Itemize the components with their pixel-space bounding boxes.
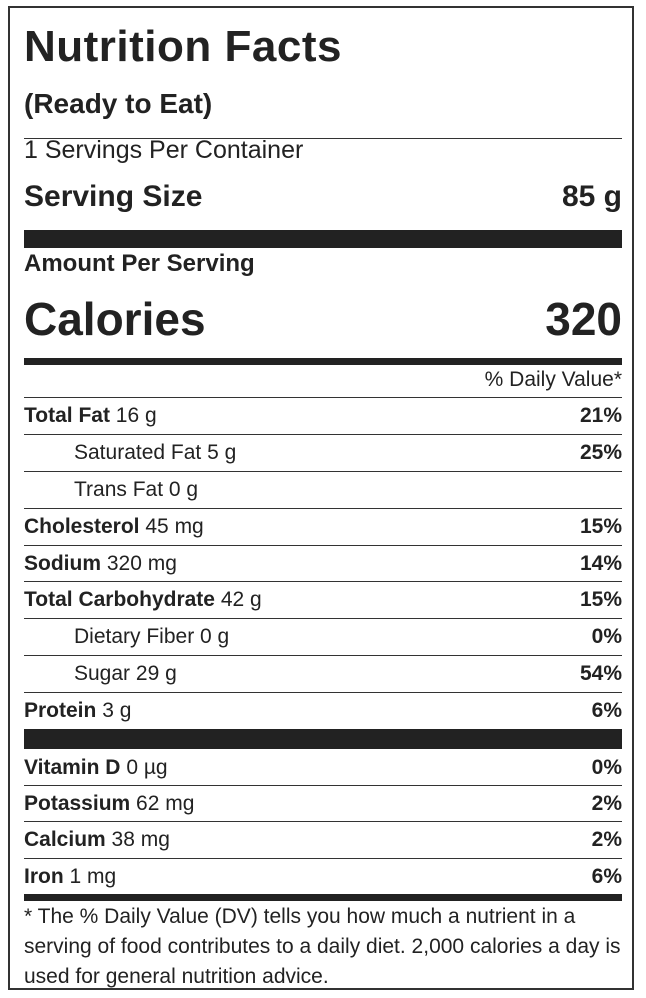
- nutrient-row-sugar: Sugar 29 g 54%: [24, 656, 622, 692]
- amount-per-serving: Amount Per Serving: [24, 250, 255, 277]
- divider: [24, 785, 622, 786]
- nutrient-name: Sodium 320 mg: [24, 552, 177, 575]
- nutrient-dv: 25%: [579, 441, 622, 464]
- vitamin-row-potassium: Potassium 62 mg 2%: [24, 786, 622, 822]
- nutrient-name: Protein 3 g: [24, 699, 132, 722]
- divider: [24, 471, 622, 472]
- vitamin-row-vitamin-d: Vitamin D 0 µg 0%: [24, 750, 622, 786]
- label-subtitle: (Ready to Eat): [24, 88, 213, 119]
- calories-value: 320: [545, 293, 622, 345]
- nutrient-dv: 0%: [591, 756, 622, 779]
- nutrient-name: Dietary Fiber 0 g: [74, 625, 230, 648]
- nutrient-dv: 2%: [591, 828, 622, 851]
- nutrient-row-total-fat: Total Fat 16 g 21%: [24, 398, 622, 434]
- nutrient-name: Total Carbohydrate 42 g: [24, 588, 262, 611]
- nutrient-dv: 6%: [591, 699, 622, 722]
- nutrient-name: Iron 1 mg: [24, 865, 117, 888]
- nutrient-dv: 15%: [579, 588, 622, 611]
- daily-value-footnote: * The % Daily Value (DV) tells you how m…: [24, 905, 621, 988]
- nutrient-row-total-carbohydrate: Total Carbohydrate 42 g 15%: [24, 582, 622, 618]
- divider: [24, 692, 622, 693]
- nutrient-name: Potassium 62 mg: [24, 792, 195, 815]
- divider: [24, 581, 622, 582]
- daily-value-header: % Daily Value*: [484, 368, 622, 391]
- divider: [24, 655, 622, 656]
- nutrient-dv: 2%: [591, 792, 622, 815]
- nutrient-row-cholesterol: Cholesterol 45 mg 15%: [24, 509, 622, 545]
- nutrient-dv: 0%: [591, 625, 622, 648]
- vitamin-row-calcium: Calcium 38 mg 2%: [24, 822, 622, 858]
- nutrient-dv: 6%: [591, 865, 622, 888]
- divider: [24, 858, 622, 859]
- nutrient-name: Trans Fat 0 g: [74, 478, 199, 501]
- nutrient-dv: 54%: [579, 662, 622, 685]
- nutrient-name: Calcium 38 mg: [24, 828, 170, 851]
- thick-divider: [24, 230, 622, 248]
- nutrient-row-sodium: Sodium 320 mg 14%: [24, 546, 622, 582]
- divider: [24, 821, 622, 822]
- nutrient-dv: 14%: [579, 552, 622, 575]
- nutrition-facts-label: Nutrition Facts (Ready to Eat) 1 Serving…: [8, 6, 634, 990]
- nutrient-name: Cholesterol 45 mg: [24, 515, 204, 538]
- servings-per-container: 1 Servings Per Container: [24, 136, 304, 164]
- divider: [24, 545, 622, 546]
- divider: [24, 397, 622, 398]
- nutrient-row-saturated-fat: Saturated Fat 5 g 25%: [24, 435, 622, 471]
- nutrient-row-protein: Protein 3 g 6%: [24, 693, 622, 729]
- nutrient-dv: 21%: [579, 404, 622, 427]
- vitamin-row-iron: Iron 1 mg 6%: [24, 859, 622, 895]
- nutrient-name: Vitamin D 0 µg: [24, 756, 168, 779]
- label-title: Nutrition Facts: [24, 22, 342, 71]
- nutrient-row-dietary-fiber: Dietary Fiber 0 g 0%: [24, 619, 622, 655]
- serving-size-value: 85 g: [561, 180, 622, 213]
- divider: [24, 508, 622, 509]
- divider: [24, 434, 622, 435]
- nutrient-dv: 15%: [579, 515, 622, 538]
- nutrient-row-trans-fat: Trans Fat 0 g: [24, 472, 622, 508]
- medium-divider: [24, 358, 622, 365]
- thick-divider: [24, 729, 622, 749]
- medium-divider: [24, 894, 622, 901]
- nutrient-name: Sugar 29 g: [74, 662, 177, 685]
- divider: [24, 138, 622, 139]
- nutrient-name: Saturated Fat 5 g: [74, 441, 237, 464]
- serving-size-label: Serving Size: [24, 180, 203, 213]
- nutrient-name: Total Fat 16 g: [24, 404, 157, 427]
- divider: [24, 618, 622, 619]
- calories-label: Calories: [24, 293, 206, 345]
